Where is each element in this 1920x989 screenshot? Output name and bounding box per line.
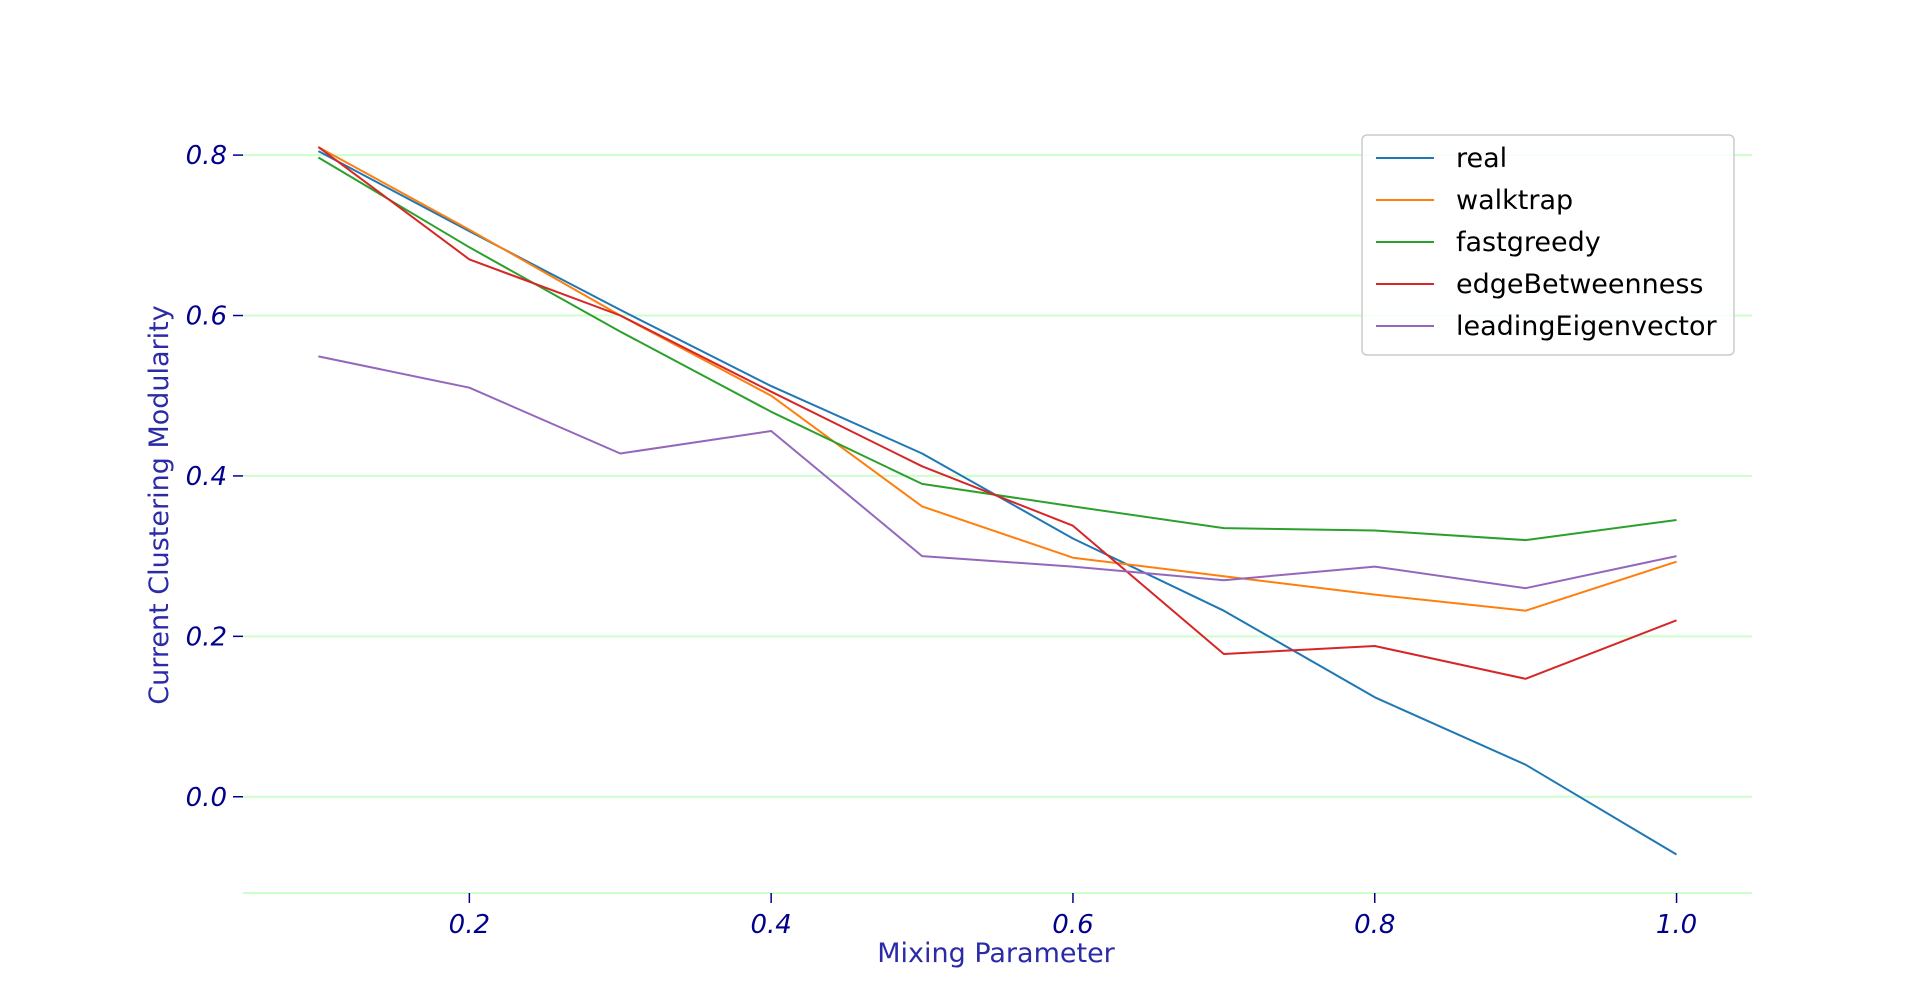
legend-label-real: real: [1456, 143, 1507, 174]
legend-label-edgeBetweenness: edgeBetweenness: [1456, 269, 1704, 300]
y-tick-label: 0.2: [186, 622, 227, 652]
x-tick-label: 1.0: [1656, 910, 1697, 940]
y-axis-label: Current Clustering Modularity: [144, 305, 175, 704]
legend-label-leadingEigenvector: leadingEigenvector: [1456, 311, 1718, 342]
x-tick-label: 0.2: [449, 910, 490, 940]
legend-label-walktrap: walktrap: [1456, 185, 1573, 216]
series-line-leadingEigenvector: [318, 355, 1677, 590]
legend-frame: [1361, 134, 1735, 356]
x-axis-label: Mixing Parameter: [877, 938, 1115, 969]
series-line-walktrap: [317, 146, 1677, 612]
x-axis-ticks: 0.2 0.4 0.6 0.8 1.0: [449, 893, 1697, 940]
series-lines: [317, 146, 1678, 856]
x-tick-label: 0.6: [1052, 910, 1093, 940]
y-tick-label: 0.0: [186, 783, 227, 813]
y-axis-ticks: 0.0 0.2 0.4 0.6 0.8: [186, 141, 243, 813]
x-tick-label: 0.4: [750, 910, 791, 940]
y-tick-label: 0.6: [186, 302, 227, 332]
legend: real walktrap fastgreedy edgeBetweenness lea…: [1361, 134, 1735, 356]
legend-label-fastgreedy: fastgreedy: [1456, 227, 1601, 258]
x-tick-label: 0.8: [1354, 910, 1395, 940]
grid-lines: [243, 154, 1752, 894]
series-line-edgeBetweenness: [317, 146, 1677, 680]
y-tick-label: 0.4: [186, 462, 227, 492]
y-tick-label: 0.8: [186, 141, 227, 171]
